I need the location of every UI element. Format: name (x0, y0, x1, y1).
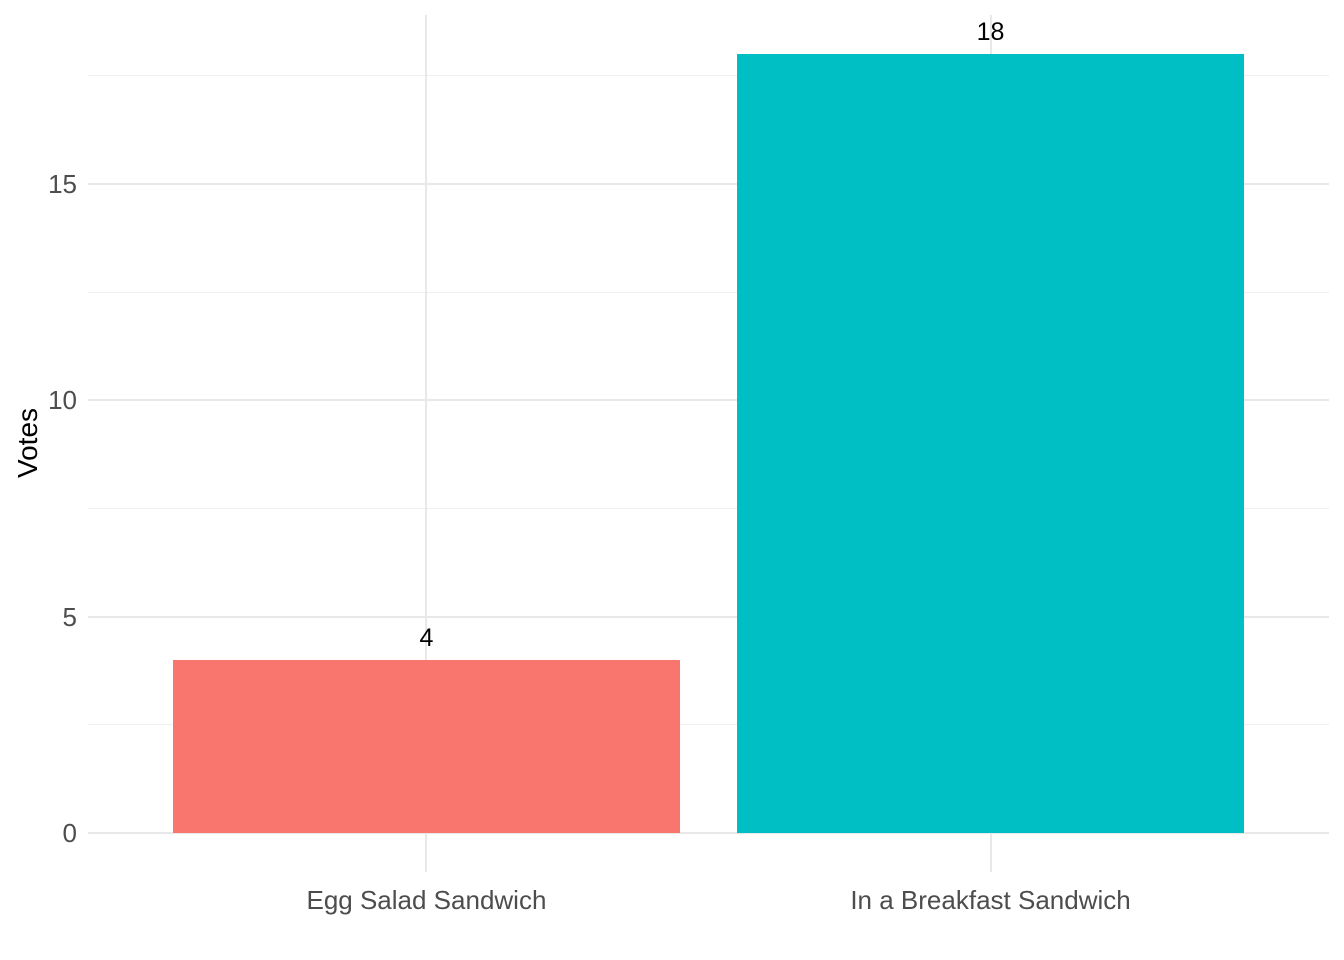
gridline-major (88, 399, 1329, 402)
y-tick-label: 15 (48, 168, 77, 199)
bar-egg-salad-sandwich (172, 659, 681, 834)
x-tick-label: Egg Salad Sandwich (306, 885, 547, 915)
bar-value-label: 18 (976, 17, 1005, 46)
bar-in-a-breakfast-sandwich (736, 53, 1245, 834)
gridline-major (88, 615, 1329, 618)
gridline-minor (88, 75, 1329, 77)
gridline-major (88, 832, 1329, 835)
gridline-minor (88, 724, 1329, 726)
gridline-minor (88, 291, 1329, 293)
y-axis-title: Votes (12, 407, 43, 479)
bar-value-label: 4 (419, 623, 434, 652)
y-tick-label: 0 (62, 818, 77, 849)
y-tick-label: 5 (62, 601, 77, 632)
y-tick-label: 10 (48, 385, 77, 416)
gridline-minor (88, 507, 1329, 509)
x-tick-label: In a Breakfast Sandwich (850, 885, 1131, 915)
gridline-vertical (425, 15, 428, 872)
gridline-major (88, 182, 1329, 185)
